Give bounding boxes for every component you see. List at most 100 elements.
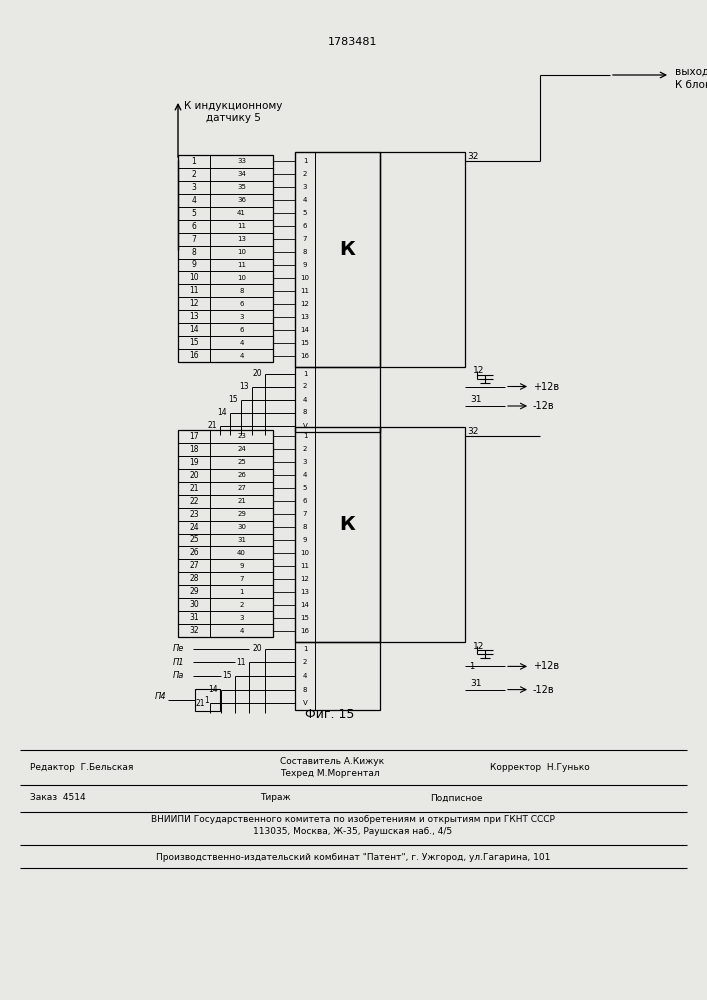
Text: 6: 6 <box>239 327 244 333</box>
Text: 11: 11 <box>237 262 246 268</box>
Text: 13: 13 <box>189 312 199 321</box>
Text: 15: 15 <box>300 615 310 621</box>
Text: 10: 10 <box>189 273 199 282</box>
Text: 8: 8 <box>303 410 308 416</box>
Text: Производственно-издательский комбинат "Патент", г. Ужгород, ул.Гагарина, 101: Производственно-издательский комбинат "П… <box>156 852 550 861</box>
Text: 2: 2 <box>303 446 307 452</box>
Text: 40: 40 <box>237 550 246 556</box>
Text: К: К <box>339 240 356 259</box>
Text: 10: 10 <box>237 275 246 281</box>
Text: 31: 31 <box>470 679 481 688</box>
Text: V: V <box>303 422 308 428</box>
Text: 8: 8 <box>303 687 308 693</box>
Text: 1783481: 1783481 <box>328 37 378 47</box>
Text: 4: 4 <box>239 628 244 634</box>
Text: Тираж: Тираж <box>260 794 291 802</box>
Text: К: К <box>339 515 356 534</box>
Text: V: V <box>303 700 308 706</box>
Text: 4: 4 <box>239 353 244 359</box>
Text: Техред М.Моргентал: Техред М.Моргентал <box>280 770 380 778</box>
Text: 33: 33 <box>237 158 246 164</box>
Text: 15: 15 <box>189 338 199 347</box>
Text: Фиг. 15: Фиг. 15 <box>305 708 355 722</box>
Text: 2: 2 <box>303 659 307 665</box>
Text: 1: 1 <box>303 158 308 164</box>
Text: 6: 6 <box>303 498 308 504</box>
Text: 31: 31 <box>189 613 199 622</box>
Text: 34: 34 <box>237 171 246 177</box>
Text: 4: 4 <box>239 340 244 346</box>
Text: 7: 7 <box>303 511 308 517</box>
Text: 28: 28 <box>189 574 199 583</box>
Text: 14: 14 <box>189 325 199 334</box>
Text: 32: 32 <box>467 152 479 161</box>
Text: 32: 32 <box>467 427 479 436</box>
Text: 12: 12 <box>473 642 484 651</box>
Text: 14: 14 <box>208 685 218 694</box>
Text: выход: выход <box>675 67 707 77</box>
Text: 4: 4 <box>303 197 307 203</box>
Bar <box>380 152 465 367</box>
Text: 2: 2 <box>192 170 197 179</box>
Text: 14: 14 <box>300 602 310 608</box>
Bar <box>178 155 273 362</box>
Text: 29: 29 <box>189 587 199 596</box>
Text: 5: 5 <box>303 485 307 491</box>
Text: 4: 4 <box>192 196 197 205</box>
Text: 3: 3 <box>303 459 308 465</box>
Text: 13: 13 <box>239 382 249 391</box>
Text: 29: 29 <box>237 511 246 517</box>
Text: Па: Па <box>173 672 185 680</box>
Text: 11: 11 <box>236 658 246 667</box>
Text: 3: 3 <box>239 314 244 320</box>
Text: 17: 17 <box>189 432 199 441</box>
Text: 26: 26 <box>237 472 246 478</box>
Text: 27: 27 <box>189 561 199 570</box>
Text: 1: 1 <box>239 589 244 595</box>
Text: 11: 11 <box>189 286 199 295</box>
Text: 16: 16 <box>300 353 310 359</box>
Text: 20: 20 <box>252 644 262 653</box>
Text: 7: 7 <box>303 236 308 242</box>
Text: 5: 5 <box>192 209 197 218</box>
Text: 12: 12 <box>189 299 199 308</box>
Text: 4: 4 <box>303 673 307 679</box>
Text: 9: 9 <box>192 260 197 269</box>
Text: 6: 6 <box>239 301 244 307</box>
Text: 10: 10 <box>300 550 310 556</box>
Text: 25: 25 <box>189 535 199 544</box>
Bar <box>380 427 465 642</box>
Text: 18: 18 <box>189 445 199 454</box>
Text: 14: 14 <box>300 327 310 333</box>
Text: 12: 12 <box>300 576 310 582</box>
Text: 20: 20 <box>189 471 199 480</box>
Text: 31: 31 <box>470 395 481 404</box>
Text: 6: 6 <box>303 223 308 229</box>
Text: 11: 11 <box>300 563 310 569</box>
Text: 30: 30 <box>189 600 199 609</box>
Text: 1: 1 <box>192 157 197 166</box>
Text: 4: 4 <box>303 396 307 402</box>
Text: 15: 15 <box>222 672 232 680</box>
Text: 1: 1 <box>469 662 474 671</box>
Text: 3: 3 <box>192 183 197 192</box>
Text: 23: 23 <box>237 433 246 439</box>
Text: +12в: +12в <box>533 661 559 671</box>
Bar <box>295 152 380 367</box>
Text: К индукционному
датчику 5: К индукционному датчику 5 <box>184 101 282 123</box>
Text: 21: 21 <box>237 498 246 504</box>
Text: 3: 3 <box>239 615 244 621</box>
Text: -12в: -12в <box>533 401 554 411</box>
Text: 9: 9 <box>303 537 308 543</box>
Text: 41: 41 <box>237 210 246 216</box>
Text: Редактор  Г.Бельская: Редактор Г.Бельская <box>30 762 134 772</box>
Text: Составитель А.Кижук: Составитель А.Кижук <box>280 758 384 766</box>
Bar <box>195 689 220 711</box>
Text: +12в: +12в <box>533 381 559 391</box>
Text: 27: 27 <box>237 485 246 491</box>
Text: 23: 23 <box>189 510 199 519</box>
Text: 15: 15 <box>300 340 310 346</box>
Text: 11: 11 <box>237 223 246 229</box>
Text: 3: 3 <box>303 184 308 190</box>
Text: 8: 8 <box>303 524 308 530</box>
